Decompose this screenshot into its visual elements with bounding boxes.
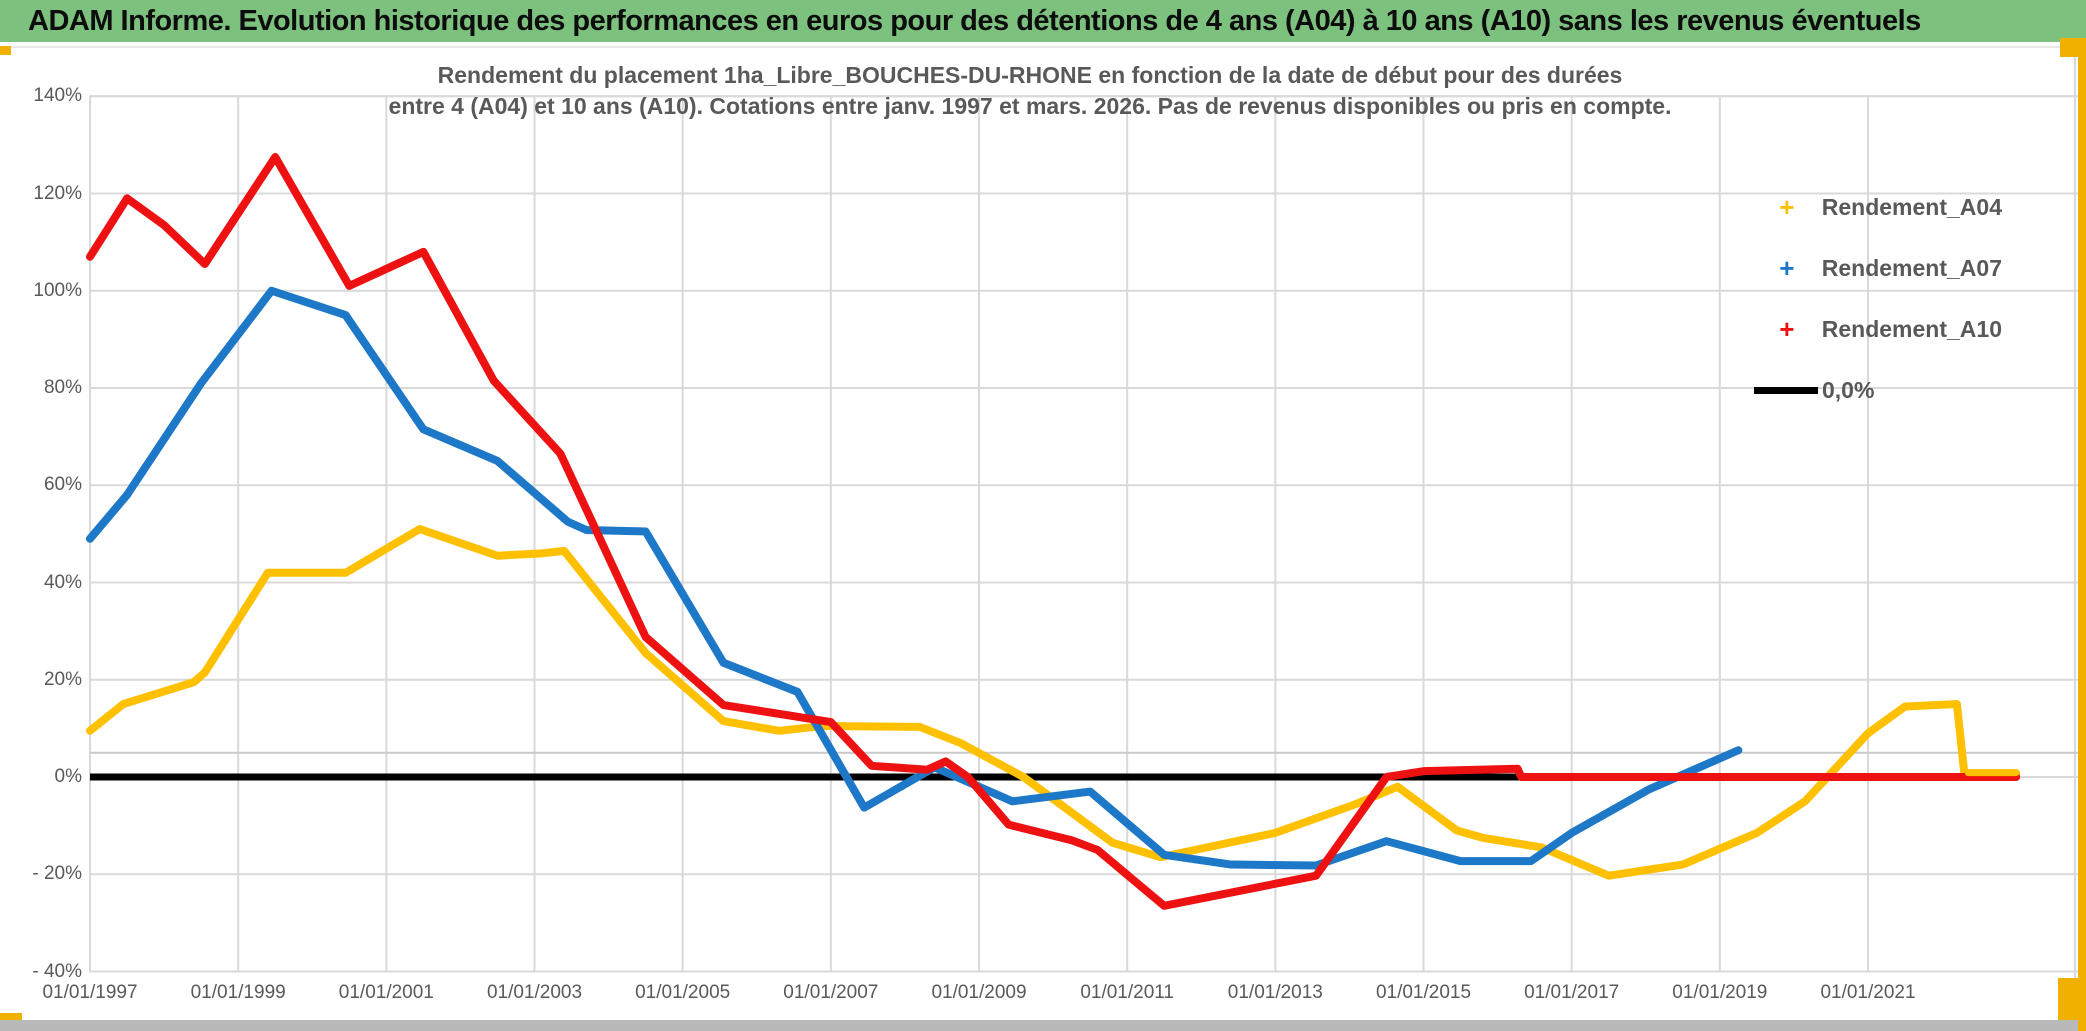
- x-tick-label: 01/01/2011: [1080, 982, 1174, 1003]
- series-Rendement_A10: [86, 153, 2021, 910]
- x-tick-label: 01/01/2001: [338, 982, 434, 1003]
- y-tick-label: 80%: [43, 377, 82, 398]
- plus-marker-icon: +: [1779, 253, 1795, 283]
- y-tick-label: - 20%: [32, 863, 82, 885]
- gold-frame-top-left: [0, 46, 11, 55]
- series-Rendement_A04: [86, 525, 2021, 880]
- x-tick-label: 01/01/1999: [190, 982, 286, 1003]
- legend-item-rendement-a04: + Rendement_A04: [1752, 190, 2002, 224]
- frame-top-line: [0, 46, 2086, 48]
- plot-border: [89, 95, 2081, 973]
- x-tick-label: 01/01/2015: [1375, 982, 1472, 1003]
- chart-title: Rendement du placement 1ha_Libre_BOUCHES…: [300, 60, 1760, 122]
- chart-sheet: [0, 48, 2076, 1014]
- gold-frame-bottom-left: [0, 1013, 22, 1023]
- legend-label: Rendement_A10: [1821, 315, 2002, 342]
- zero-line-swatch-icon: [1754, 386, 1818, 394]
- x-tick-label: 01/01/2009: [931, 982, 1027, 1003]
- x-tick-label: 01/01/2019: [1672, 982, 1768, 1003]
- x-tick-label: 01/01/2007: [783, 982, 879, 1003]
- x-tick-label: 01/01/2003: [486, 982, 583, 1003]
- x-tick-label: 01/01/1997: [42, 982, 138, 1003]
- legend-label: Rendement_A07: [1821, 254, 2002, 281]
- y-tick-label: 20%: [43, 668, 82, 690]
- header-title: ADAM Informe. Evolution historique des p…: [28, 5, 1921, 37]
- x-tick-label: 01/01/2013: [1227, 982, 1323, 1003]
- bottom-bar: [0, 1020, 2078, 1031]
- y-tick-label: 120%: [33, 182, 82, 204]
- legend-item-rendement-a10: + Rendement_A10: [1752, 312, 2002, 346]
- plus-marker-icon: +: [1779, 314, 1795, 344]
- y-tick-label: 0%: [54, 766, 82, 787]
- x-tick-label: 01/01/2017: [1524, 982, 1620, 1003]
- y-tick-label: 60%: [43, 474, 82, 496]
- legend-item-0-0-: 0,0%: [1752, 373, 2002, 407]
- y-tick-label: 140%: [33, 85, 82, 107]
- x-tick-label: 01/01/2021: [1820, 982, 1916, 1003]
- chart-title-line2: entre 4 (A04) et 10 ans (A10). Cotations…: [388, 93, 1672, 119]
- y-tick-label: 40%: [43, 571, 82, 593]
- plus-marker-icon: +: [1779, 192, 1795, 222]
- gold-frame-right-strip: [2078, 46, 2086, 1031]
- legend-label: Rendement_A04: [1821, 193, 2002, 220]
- legend-item-rendement-a07: + Rendement_A07: [1752, 251, 2002, 285]
- x-tick-label: 01/01/2005: [635, 982, 731, 1003]
- y-tick-label: 100%: [33, 279, 82, 301]
- series-Rendement_A07: [86, 286, 1743, 870]
- header-bar: ADAM Informe. Evolution historique des p…: [0, 0, 2086, 42]
- chart-title-line1: Rendement du placement 1ha_Libre_BOUCHES…: [437, 62, 1623, 88]
- y-tick-label: - 40%: [32, 960, 82, 982]
- legend-label: 0,0%: [1822, 376, 1875, 403]
